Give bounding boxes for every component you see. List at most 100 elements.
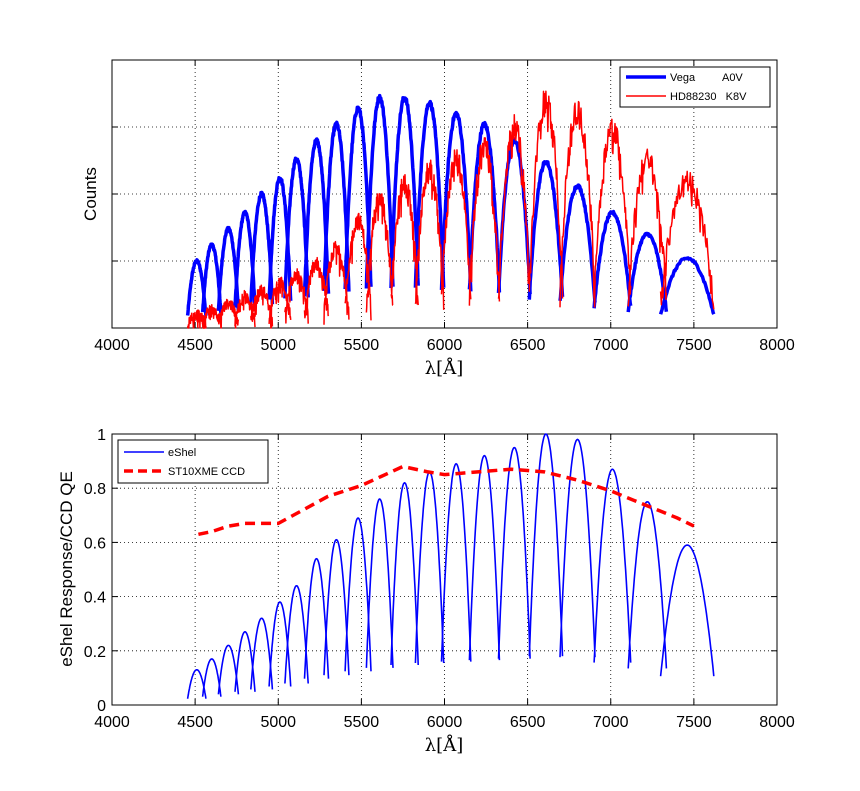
eshel-order-curve (468, 454, 501, 661)
spectra-x-tick-label: 5500 (344, 337, 380, 354)
eshel-order-curve (440, 462, 472, 662)
response-x-tick-label: 4000 (94, 714, 130, 731)
vega-order-trace (364, 93, 395, 289)
response-axes: 4000 4500 5000 5500 6000 6500 7000 7500 8000 0 0.2… (57, 427, 795, 756)
eshel-order-curve (559, 438, 596, 658)
hd88230-order-trace (659, 170, 715, 310)
hd88230-order-trace (250, 284, 274, 329)
hd88230-order-trace (414, 159, 445, 310)
response-y-tick-label: 0.2 (84, 644, 106, 661)
response-x-axis-label: λ[Å] (425, 734, 463, 756)
spectra-x-tick-label: 6000 (427, 337, 463, 354)
response-legend: eShel ST10XME CCD (117, 439, 269, 484)
vega-order-trace (527, 160, 565, 300)
spectra-x-tick-label: 8000 (759, 337, 795, 354)
legend-label-st10xme: ST10XME CCD (168, 466, 245, 478)
hd88230-order-trace (201, 304, 222, 329)
vega-order-trace (249, 190, 275, 305)
hd88230-order-trace (234, 289, 256, 329)
eshel-order-curve (186, 669, 207, 699)
eshel-order-curve (659, 544, 715, 677)
eshel-order-curve (250, 617, 274, 690)
vega-order-trace (389, 95, 420, 289)
vega-order-trace (283, 156, 310, 299)
response-series (186, 433, 715, 699)
vega-order-trace (216, 225, 241, 312)
spectra-axes: 4000 4500 5000 5500 6000 6500 7000 7500 8000 λ[Å… (81, 59, 795, 379)
hd88230-order-trace (627, 148, 668, 307)
spectra-ticks: 4000 4500 5000 5500 6000 6500 7000 7500 8000 (94, 60, 795, 354)
eshel-order-curve (627, 500, 668, 669)
response-x-tick-label: 5500 (344, 714, 380, 731)
vega-order-trace (302, 137, 331, 297)
vega-order-trace (322, 120, 351, 292)
legend-label-eshel: eShel (168, 447, 196, 459)
eshel-order-curve (323, 538, 350, 676)
vega-order-trace (343, 105, 373, 290)
eshel-order-curve (234, 630, 256, 692)
vega-order-trace (467, 120, 502, 293)
legend-label-vega: Vega A0V (670, 72, 743, 84)
spectra-legend-box (619, 66, 771, 108)
eshel-order-curve (303, 557, 330, 679)
eshel-order-curve (284, 584, 309, 684)
hd88230-order-trace (303, 256, 330, 319)
vega-order-trace (658, 256, 716, 315)
vega-order-trace (558, 183, 597, 303)
hd88230-order-trace (440, 149, 472, 300)
vega-order-trace (185, 258, 208, 316)
response-y-axis-label: eShel Response/CCD QE (57, 471, 76, 667)
eshel-order-curve (201, 658, 222, 697)
response-x-tick-label: 4500 (177, 714, 213, 731)
hd88230-order-trace (217, 298, 240, 329)
response-x-tick-label: 7500 (676, 714, 712, 731)
hd88230-order-trace (344, 212, 372, 321)
eshel-order-curve (593, 468, 632, 663)
response-x-tick-label: 7000 (593, 714, 629, 731)
response-x-tick-label: 6000 (427, 714, 463, 731)
hd88230-order-trace (365, 192, 394, 313)
vega-order-trace (413, 99, 446, 288)
eshel-order-curve (497, 446, 531, 659)
response-ticks: 4000 4500 5000 5500 6000 6500 7000 7500 8000 0 0.2… (84, 427, 795, 731)
eshel-order-curve (528, 433, 564, 657)
response-y-tick-label: 0.4 (84, 590, 106, 607)
spectra-series (185, 90, 716, 329)
spectra-x-tick-label: 6500 (510, 337, 546, 354)
eshel-order-curve (365, 498, 394, 668)
vega-order-trace (439, 110, 473, 292)
response-legend-box (117, 439, 269, 484)
spectra-x-tick-label: 7000 (593, 337, 629, 354)
response-y-tick-label: 0.8 (84, 481, 106, 498)
response-y-tick-label: 0 (97, 698, 106, 715)
vega-order-trace (592, 209, 633, 309)
spectra-x-tick-label: 4500 (177, 337, 213, 354)
hd88230-order-trace (323, 240, 350, 325)
eshel-order-curve (390, 481, 419, 666)
response-y-tick-label: 0.6 (84, 535, 106, 552)
spectra-y-axis-label: Counts (81, 167, 100, 221)
response-x-tick-label: 5000 (260, 714, 296, 731)
response-x-tick-label: 8000 (759, 714, 795, 731)
hd88230-order-trace (593, 118, 632, 308)
hd88230-order-trace (497, 114, 531, 299)
legend-label-hd88230: HD88230 K8V (670, 91, 747, 103)
eshel-order-curve (217, 644, 240, 695)
vega-order-trace (200, 242, 223, 314)
spectra-x-axis-label: λ[Å] (425, 357, 463, 379)
st10xme-qe-curve (198, 464, 695, 537)
spectra-x-tick-label: 5000 (260, 337, 296, 354)
hd88230-order-trace (390, 173, 419, 306)
vega-order-trace (233, 209, 257, 308)
hd88230-order-trace (528, 90, 564, 299)
hd88230-order-trace (559, 100, 596, 308)
response-y-tick-label: 1 (97, 427, 106, 444)
response-x-tick-label: 6500 (510, 714, 546, 731)
vega-order-trace (626, 231, 669, 313)
spectra-legend: Vega A0V HD88230 K8V (619, 66, 771, 108)
eshel-order-curve (344, 517, 372, 672)
hd88230-order-trace (284, 268, 309, 324)
spectra-x-tick-label: 7500 (676, 337, 712, 354)
hd88230-order-trace (468, 137, 501, 306)
